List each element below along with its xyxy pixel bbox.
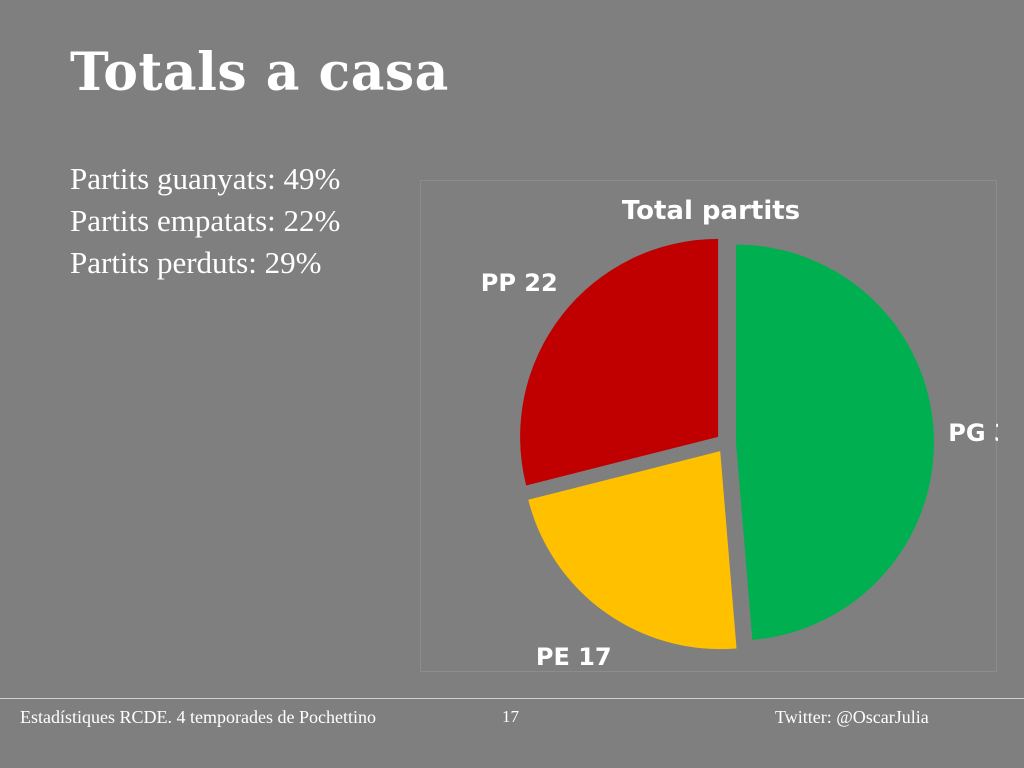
bullet-drawn: Partits empatats: 22% — [70, 203, 341, 238]
pie-slice-pg — [735, 244, 934, 640]
pie-chart-frame: Total partits PG 37 PE 17 PP 22 — [420, 180, 998, 672]
pie-label-pp: PP 22 — [481, 269, 558, 297]
pie-label-pg: PG 37 — [948, 419, 998, 447]
bullet-list: Partits guanyats: 49% Partits empatats: … — [70, 158, 340, 284]
bullet-won: Partits guanyats: 49% — [70, 161, 341, 196]
bullet-lost: Partits perduts: 29% — [70, 245, 322, 280]
pie-chart: Total partits PG 37 PE 17 PP 22 — [481, 196, 998, 671]
pie-slice-pp — [520, 238, 719, 486]
page-number: 17 — [502, 707, 519, 726]
slide-title: Totals a casa — [70, 42, 449, 103]
footer-credit: Estadístiques RCDE. 4 temporades de Poch… — [20, 707, 376, 727]
footer-twitter: Twitter: @OscarJulia — [775, 707, 929, 727]
chart-title: Total partits — [622, 196, 800, 226]
pie-slice-pe — [528, 451, 737, 650]
footer-divider — [0, 698, 1024, 699]
pie-label-pe: PE 17 — [536, 643, 612, 671]
